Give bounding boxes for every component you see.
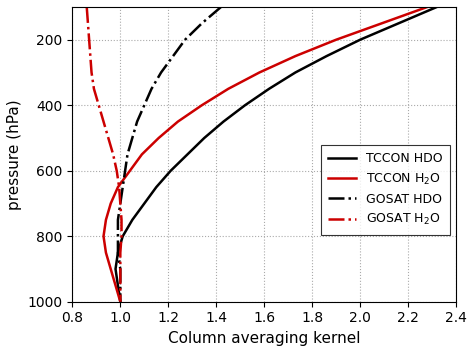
TCCON HDO xyxy=(242,103,248,107)
Legend: TCCON HDO, TCCON H$_2$O, GOSAT HDO, GOSAT H$_2$O: TCCON HDO, TCCON H$_2$O, GOSAT HDO, GOSA… xyxy=(321,145,450,235)
GOSAT H$_2$O xyxy=(118,283,123,287)
Line: TCCON HDO: TCCON HDO xyxy=(116,7,437,302)
GOSAT H$_2$O xyxy=(118,201,123,205)
TCCON HDO xyxy=(396,21,401,25)
GOSAT HDO xyxy=(129,136,135,140)
Y-axis label: pressure (hPa): pressure (hPa) xyxy=(7,99,22,210)
GOSAT HDO xyxy=(149,87,155,91)
TCCON H$_2$O xyxy=(379,21,384,25)
Line: TCCON H$_2$O: TCCON H$_2$O xyxy=(103,7,428,302)
TCCON HDO xyxy=(113,267,118,271)
GOSAT HDO xyxy=(170,54,176,58)
GOSAT H$_2$O xyxy=(118,234,124,238)
TCCON HDO xyxy=(129,218,135,222)
TCCON HDO xyxy=(118,300,123,304)
TCCON H$_2$O xyxy=(199,103,205,107)
GOSAT HDO xyxy=(218,5,224,9)
GOSAT HDO xyxy=(115,234,121,238)
GOSAT HDO xyxy=(134,119,140,124)
GOSAT H$_2$O xyxy=(118,251,123,255)
TCCON H$_2$O xyxy=(425,5,430,9)
GOSAT H$_2$O xyxy=(114,169,119,173)
TCCON H$_2$O xyxy=(100,234,106,238)
GOSAT HDO xyxy=(118,283,123,287)
TCCON HDO xyxy=(120,234,126,238)
TCCON HDO xyxy=(168,169,173,173)
GOSAT H$_2$O xyxy=(91,87,97,91)
TCCON H$_2$O xyxy=(256,70,262,74)
GOSAT H$_2$O xyxy=(118,300,123,304)
GOSAT H$_2$O xyxy=(88,54,93,58)
GOSAT HDO xyxy=(182,37,188,42)
GOSAT H$_2$O xyxy=(86,37,92,42)
TCCON H$_2$O xyxy=(103,218,109,222)
GOSAT HDO xyxy=(125,152,130,156)
TCCON HDO xyxy=(141,201,147,205)
TCCON H$_2$O xyxy=(108,267,114,271)
TCCON HDO xyxy=(266,87,272,91)
TCCON H$_2$O xyxy=(108,201,114,205)
GOSAT H$_2$O xyxy=(100,119,106,124)
TCCON HDO xyxy=(434,5,440,9)
TCCON H$_2$O xyxy=(139,152,145,156)
TCCON H$_2$O xyxy=(118,300,123,304)
GOSAT H$_2$O xyxy=(89,70,94,74)
TCCON H$_2$O xyxy=(226,87,231,91)
GOSAT H$_2$O xyxy=(116,185,122,189)
TCCON HDO xyxy=(357,37,363,42)
GOSAT H$_2$O xyxy=(118,267,123,271)
TCCON HDO xyxy=(220,119,226,124)
TCCON HDO xyxy=(292,70,298,74)
TCCON H$_2$O xyxy=(103,251,109,255)
GOSAT HDO xyxy=(141,103,147,107)
GOSAT HDO xyxy=(158,70,164,74)
GOSAT H$_2$O xyxy=(84,5,90,9)
X-axis label: Column averaging kernel: Column averaging kernel xyxy=(168,331,361,346)
TCCON H$_2$O xyxy=(156,136,162,140)
GOSAT H$_2$O xyxy=(110,152,116,156)
TCCON H$_2$O xyxy=(113,283,118,287)
TCCON HDO xyxy=(201,136,207,140)
TCCON HDO xyxy=(115,283,121,287)
GOSAT HDO xyxy=(118,267,123,271)
GOSAT H$_2$O xyxy=(118,218,124,222)
GOSAT HDO xyxy=(115,218,121,222)
TCCON H$_2$O xyxy=(333,37,339,42)
GOSAT HDO xyxy=(122,169,128,173)
GOSAT H$_2$O xyxy=(85,21,91,25)
TCCON H$_2$O xyxy=(115,185,121,189)
GOSAT H$_2$O xyxy=(96,103,101,107)
TCCON H$_2$O xyxy=(175,119,181,124)
TCCON HDO xyxy=(115,251,121,255)
GOSAT HDO xyxy=(199,21,205,25)
Line: GOSAT HDO: GOSAT HDO xyxy=(118,7,221,302)
TCCON H$_2$O xyxy=(127,169,133,173)
TCCON H$_2$O xyxy=(292,54,298,58)
TCCON HDO xyxy=(185,152,191,156)
GOSAT H$_2$O xyxy=(106,136,111,140)
TCCON HDO xyxy=(324,54,329,58)
GOSAT HDO xyxy=(115,251,121,255)
GOSAT HDO xyxy=(118,300,123,304)
GOSAT HDO xyxy=(118,201,123,205)
GOSAT HDO xyxy=(120,185,126,189)
Line: GOSAT H$_2$O: GOSAT H$_2$O xyxy=(87,7,121,302)
TCCON HDO xyxy=(154,185,159,189)
